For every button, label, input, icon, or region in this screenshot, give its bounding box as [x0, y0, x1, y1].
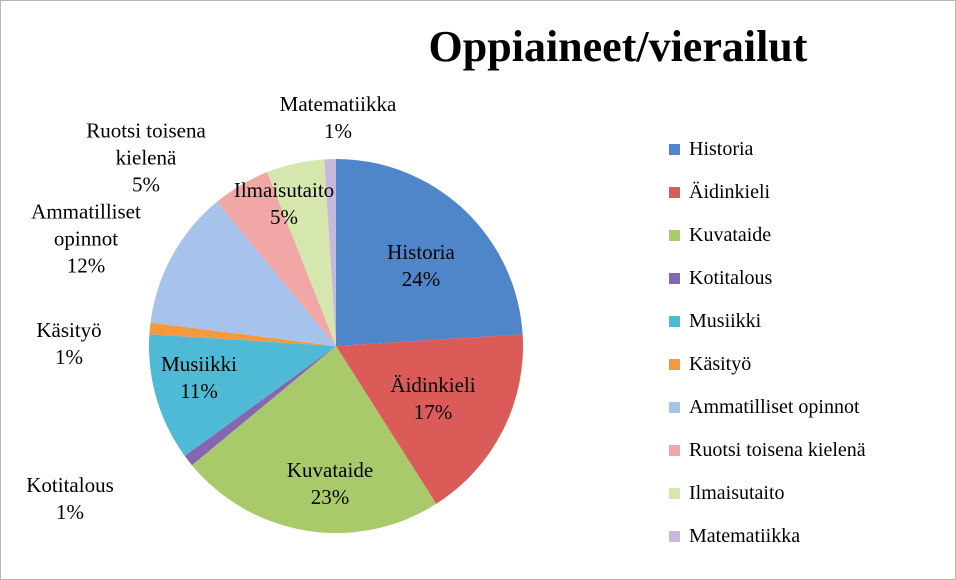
label-value: 1% [56, 500, 84, 524]
legend-label: Historia [689, 138, 754, 160]
pie-slice [324, 159, 336, 346]
legend-swatch [669, 488, 680, 499]
legend-swatch [669, 273, 680, 284]
legend-swatch [669, 445, 680, 456]
legend-swatch [669, 230, 680, 241]
legend-swatch [669, 531, 680, 542]
pie-slice [216, 172, 336, 346]
pie-slice [150, 201, 336, 346]
data-label: Historia 24% [387, 239, 455, 293]
label-value: 11% [180, 379, 218, 403]
data-label: Äidinkieli 17% [390, 372, 475, 426]
legend-swatch [669, 316, 680, 327]
legend-swatch [669, 359, 680, 370]
legend-swatch [669, 402, 680, 413]
label-category: Käsityö [36, 318, 102, 342]
data-label: Musiikki 11% [161, 351, 237, 405]
legend-label: Matematiikka [689, 525, 801, 547]
legend-label: Kotitalous [689, 267, 773, 289]
label-category: Kotitalous [26, 473, 114, 497]
data-label: Kuvataide 23% [287, 457, 373, 511]
label-value: 24% [401, 267, 441, 291]
label-value: 17% [413, 400, 453, 424]
label-category: Ilmaisutaito [233, 178, 335, 202]
label-category: Musiikki [161, 352, 237, 376]
chart-title: Oppiaineet/vierailut [428, 22, 808, 71]
legend-label: Käsityö [689, 353, 752, 375]
pie-slice [149, 322, 336, 346]
label-value: 5% [132, 172, 160, 197]
label-value: 5% [269, 205, 298, 229]
label-value: 12% [66, 253, 106, 278]
data-label: Käsityö 1% [36, 317, 101, 371]
pie-slice [184, 346, 336, 466]
label-category: Matematiikka [279, 92, 397, 116]
data-label: Ruotsi toisena kielenä 5% [71, 118, 221, 199]
data-label: Ammatilliset opinnot 12% [21, 199, 151, 280]
label-value: 23% [310, 485, 350, 509]
label-value: 1% [54, 345, 83, 369]
legend-label: Ruotsi toisena kielenä [689, 439, 866, 461]
pie-slice [336, 334, 523, 504]
data-label: Matematiikka 1% [280, 91, 397, 145]
pie-slice [267, 159, 336, 346]
legend-swatch [669, 144, 680, 155]
label-category: Kuvataide [286, 458, 374, 482]
pie-slice [191, 346, 437, 533]
legend-label: Kuvataide [689, 224, 772, 246]
legend-label: Äidinkieli [689, 181, 771, 203]
label-category: Historia [387, 240, 455, 264]
pie-slice [149, 334, 336, 456]
label-category: Äidinkieli [390, 373, 476, 397]
legend-label: Ilmaisutaito [689, 482, 785, 504]
label-category: Ruotsi toisena kielenä [86, 118, 206, 170]
legend-swatch [669, 187, 680, 198]
pie-slice [336, 159, 523, 346]
data-label: Ilmaisutaito 5% [234, 177, 334, 231]
legend-label: Ammatilliset opinnot [689, 396, 860, 418]
label-value: 1% [323, 119, 352, 143]
legend-label: Musiikki [689, 310, 762, 332]
data-label: Kotitalous 1% [26, 472, 114, 526]
label-category: Ammatilliset opinnot [31, 199, 141, 251]
